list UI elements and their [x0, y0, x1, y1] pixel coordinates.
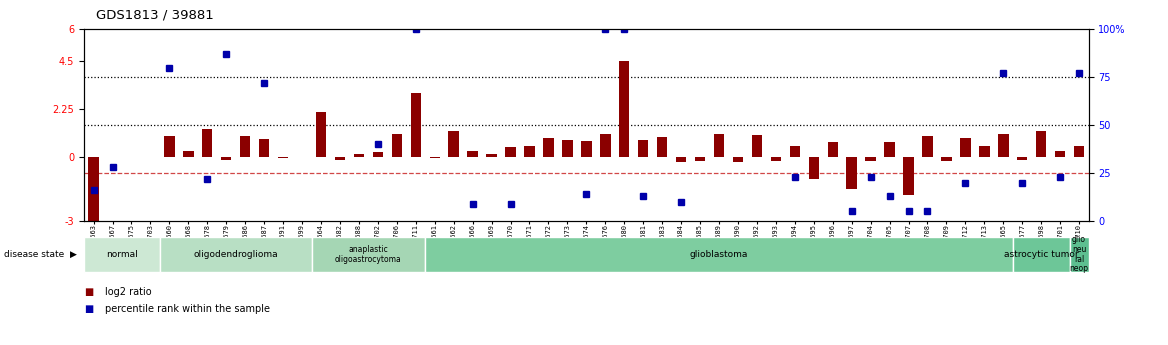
Text: oligodendroglioma: oligodendroglioma — [194, 250, 278, 259]
Bar — [582, 141, 591, 157]
Bar — [278, 157, 288, 158]
Bar — [638, 140, 648, 157]
Text: ■: ■ — [84, 287, 93, 296]
Bar — [239, 136, 250, 157]
Bar — [960, 138, 971, 157]
Bar — [752, 135, 762, 157]
Bar — [714, 134, 724, 157]
Text: astrocytic tumor: astrocytic tumor — [1003, 250, 1078, 259]
Bar — [1070, 237, 1089, 272]
Bar — [335, 157, 346, 160]
Bar — [160, 237, 312, 272]
Bar — [221, 157, 231, 160]
Bar — [695, 157, 705, 161]
Bar — [600, 134, 611, 157]
Bar — [903, 157, 913, 195]
Bar — [1013, 237, 1070, 272]
Bar — [315, 112, 326, 157]
Bar — [391, 134, 402, 157]
Bar — [941, 157, 952, 161]
Bar — [979, 146, 989, 157]
Bar — [1055, 151, 1065, 157]
Text: glio
neu
ral
neop: glio neu ral neop — [1070, 235, 1089, 274]
Bar — [562, 140, 572, 157]
Bar — [524, 146, 535, 157]
Bar — [165, 136, 174, 157]
Bar — [808, 157, 819, 179]
Bar — [827, 142, 837, 157]
Text: log2 ratio: log2 ratio — [105, 287, 152, 296]
Bar — [467, 151, 478, 157]
Bar — [656, 137, 667, 157]
Bar — [865, 157, 876, 161]
Bar — [89, 157, 99, 223]
Text: glioblastoma: glioblastoma — [690, 250, 749, 259]
Text: ▶: ▶ — [70, 250, 77, 259]
Bar — [619, 61, 630, 157]
Bar — [732, 157, 743, 162]
Bar — [430, 157, 440, 158]
Bar — [312, 237, 425, 272]
Bar — [1073, 146, 1084, 157]
Bar — [999, 134, 1008, 157]
Bar — [449, 131, 459, 157]
Bar — [411, 93, 420, 157]
Bar — [84, 237, 160, 272]
Bar — [884, 142, 895, 157]
Bar — [183, 151, 194, 157]
Text: percentile rank within the sample: percentile rank within the sample — [105, 304, 270, 314]
Bar — [543, 138, 554, 157]
Bar — [486, 155, 496, 157]
Text: GDS1813 / 39881: GDS1813 / 39881 — [96, 9, 214, 22]
Bar — [771, 157, 781, 161]
Bar — [259, 139, 270, 157]
Bar — [425, 237, 1013, 272]
Bar — [847, 157, 857, 189]
Text: ■: ■ — [84, 304, 93, 314]
Text: disease state: disease state — [4, 250, 64, 259]
Bar — [790, 146, 800, 157]
Bar — [202, 129, 213, 157]
Bar — [373, 152, 383, 157]
Bar — [506, 147, 516, 157]
Bar — [923, 136, 933, 157]
Text: normal: normal — [106, 250, 138, 259]
Text: anaplastic
oligoastrocytoma: anaplastic oligoastrocytoma — [335, 245, 402, 264]
Bar — [1036, 131, 1047, 157]
Bar — [1017, 157, 1028, 159]
Bar — [676, 157, 687, 162]
Bar — [354, 155, 364, 157]
